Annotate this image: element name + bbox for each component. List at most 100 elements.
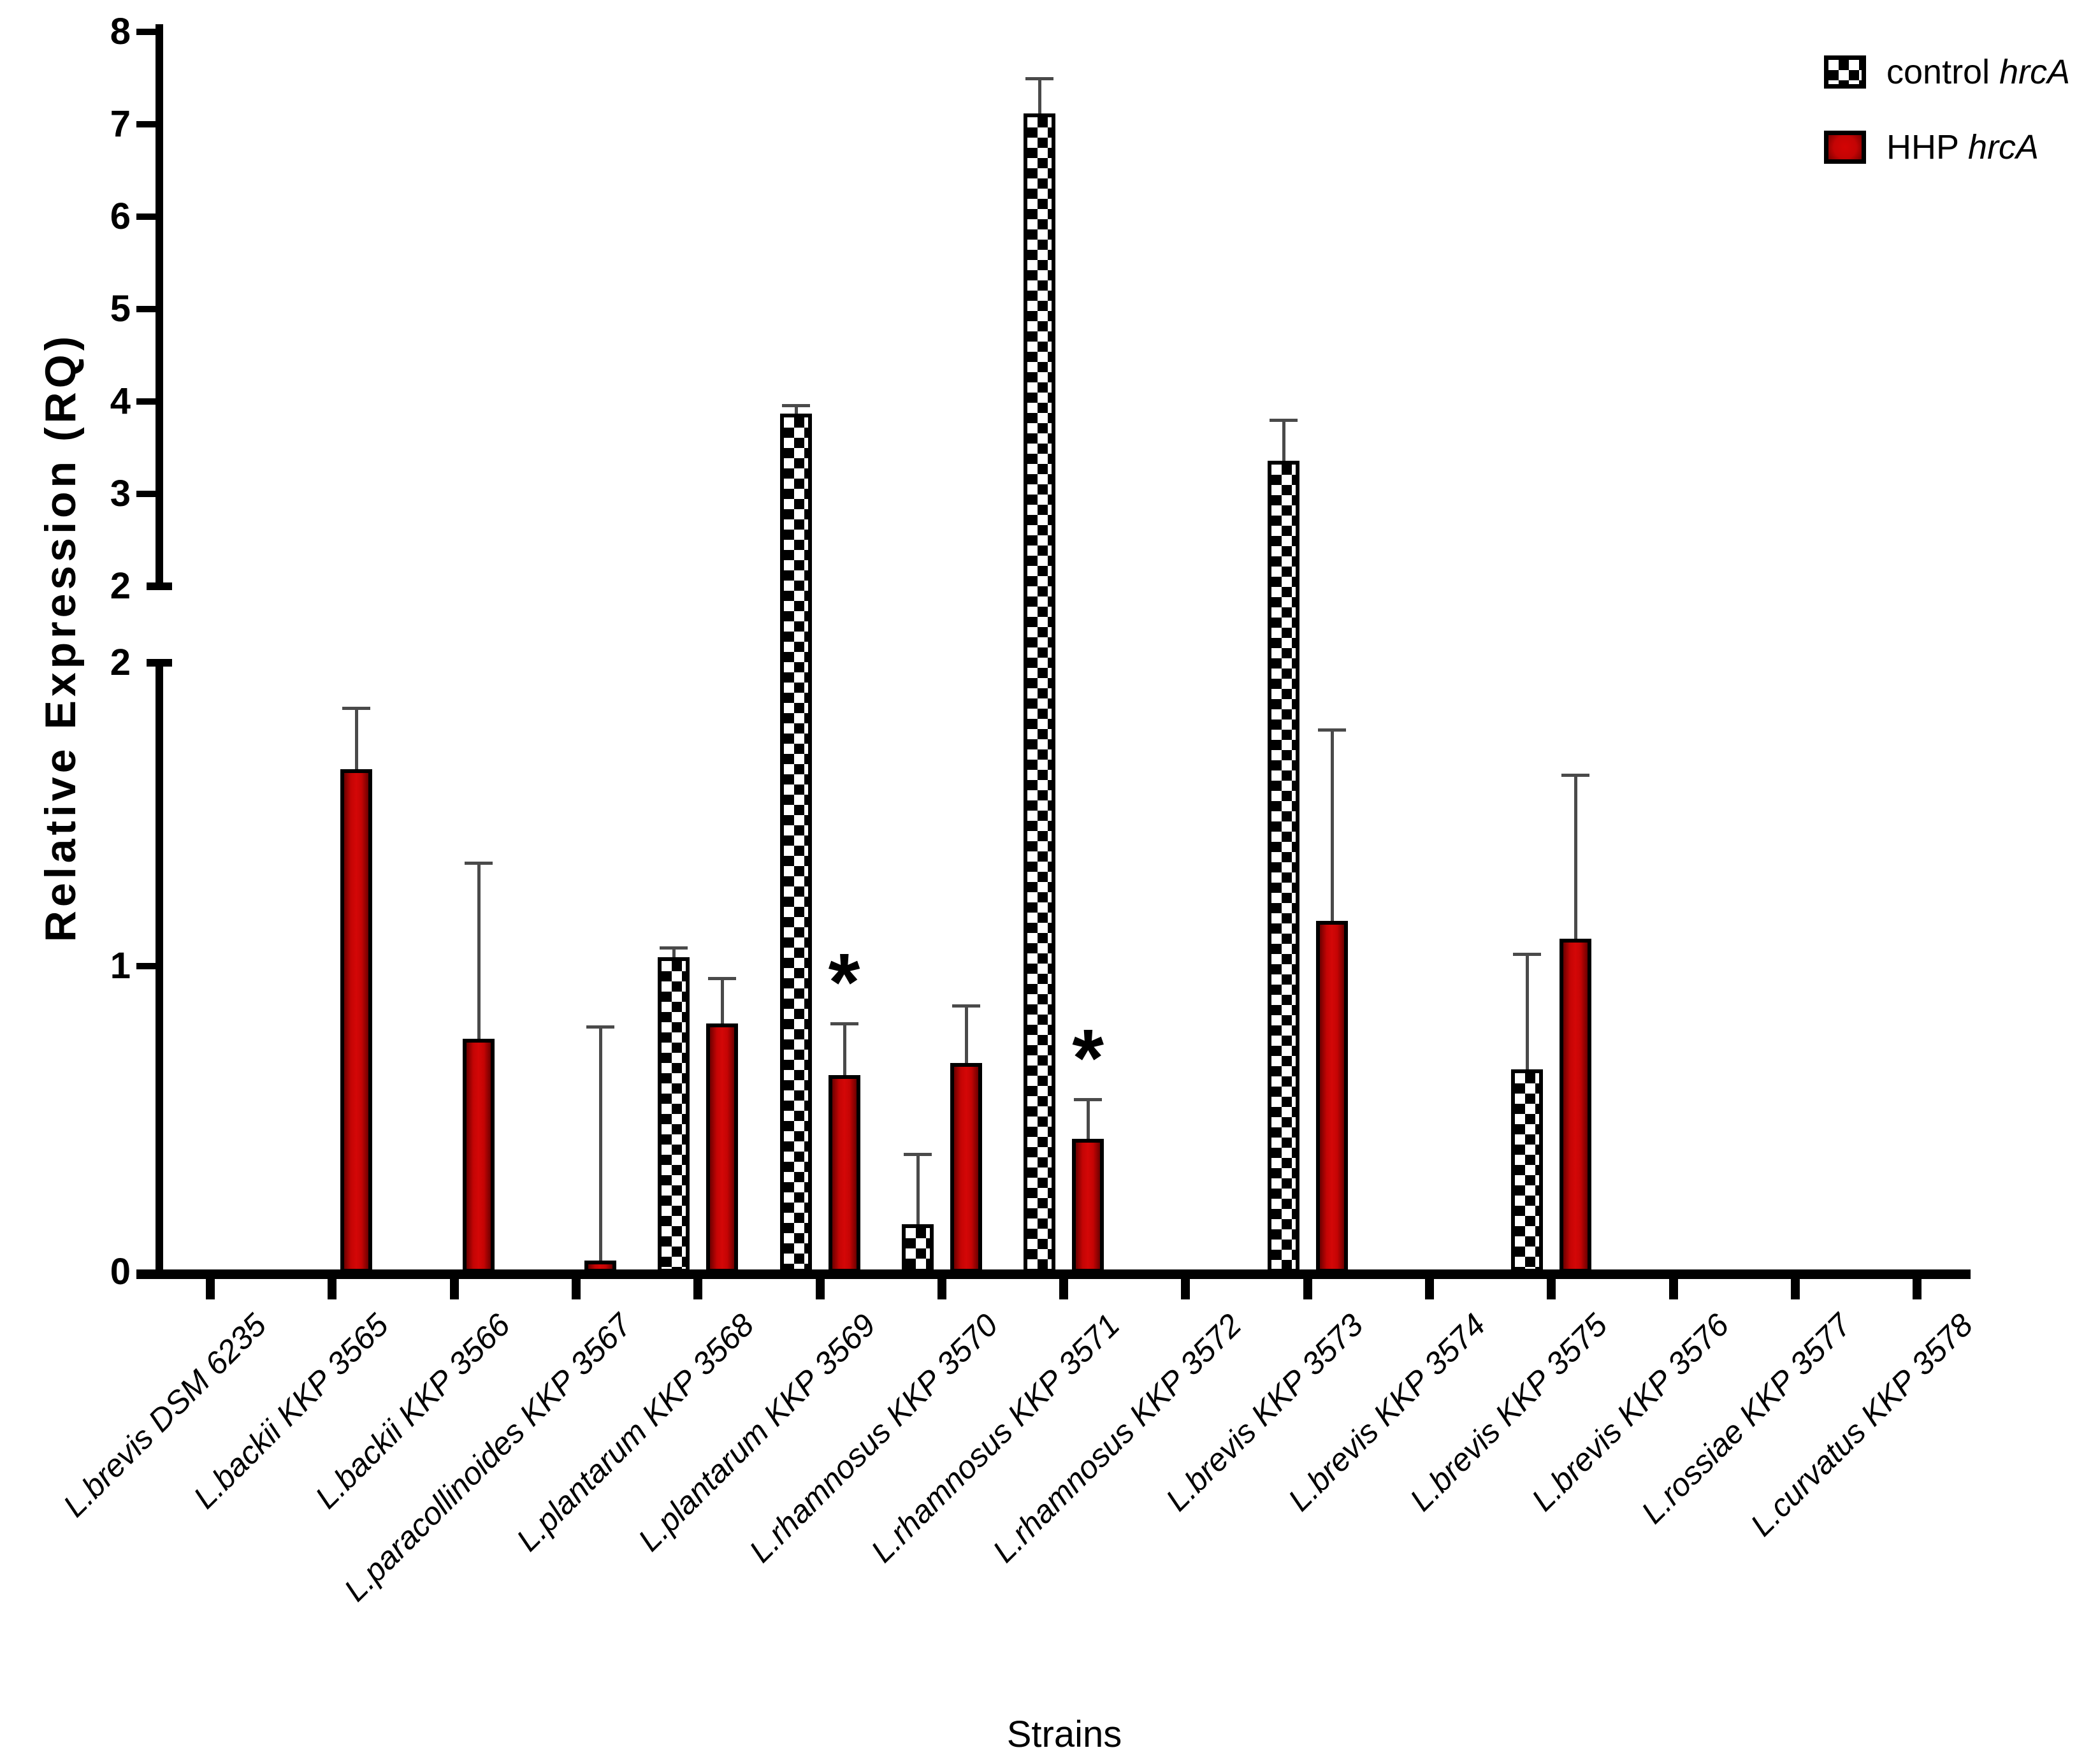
error-bar-cap — [1025, 76, 1054, 80]
x-tick-3 — [449, 1279, 459, 1299]
legend-label-hhp: HHP hrcA — [1886, 128, 2039, 166]
x-tick-label: L.curvatus KKP 3578 — [1744, 1306, 1980, 1544]
error-bar-line — [1574, 775, 1578, 948]
y-tick-label-upper-5: 5 — [110, 288, 131, 329]
y-tick-upper-7 — [136, 121, 156, 127]
x-tick-14 — [1790, 1279, 1800, 1299]
y-tick-lower-1 — [136, 963, 156, 969]
x-tick-6 — [815, 1279, 825, 1299]
error-bar-line — [964, 1005, 968, 1073]
x-axis-title: Strains — [1006, 1714, 1122, 1755]
x-tick-1 — [206, 1279, 215, 1299]
significance-asterisk: * — [828, 937, 860, 1029]
y-axis-lower-segment — [156, 659, 163, 1279]
error-bar-line — [1038, 78, 1042, 122]
x-tick-label: L.rhamnosus KKP 3571 — [864, 1306, 1127, 1570]
error-bar-cap — [586, 1025, 614, 1029]
bar-hhp-5 — [706, 1023, 739, 1273]
y-tick-label-lower-0: 0 — [110, 1251, 131, 1292]
x-tick-2 — [328, 1279, 337, 1299]
error-bar-line — [1087, 1099, 1090, 1148]
error-bar-line — [843, 1023, 846, 1085]
y-tick-label-lower-1: 1 — [110, 945, 131, 987]
x-tick-label: L.plantarum KKP 3569 — [631, 1306, 883, 1558]
bar-control-7 — [901, 1224, 934, 1273]
bar-hhp-10 — [1315, 920, 1348, 1273]
y-tick-label-lower-2: 2 — [110, 642, 131, 683]
y-tick-upper-8 — [136, 29, 156, 35]
error-bar-line — [1526, 953, 1530, 1078]
x-tick-12 — [1547, 1279, 1556, 1299]
bar-hhp-7 — [950, 1063, 982, 1273]
bar-control-5 — [658, 957, 690, 1273]
x-tick-label: L.rhamnosus KKP 3572 — [985, 1306, 1248, 1570]
y-axis-upper-segment — [156, 24, 163, 590]
y-tick-upper-6 — [136, 213, 156, 220]
error-bar-line — [1282, 420, 1285, 470]
x-tick-label: L.rhamnosus KKP 3570 — [742, 1306, 1005, 1570]
y-tick-upper-4 — [136, 398, 156, 405]
error-bar-cap — [1513, 952, 1542, 956]
error-bar-cap — [781, 403, 810, 407]
y-tick-label-upper-7: 7 — [110, 103, 131, 145]
bar-hhp-6 — [828, 1075, 860, 1273]
error-bar-cap — [464, 862, 493, 865]
legend-item-control: control hrcA — [1824, 52, 2070, 92]
x-tick-5 — [693, 1279, 703, 1299]
error-bar-cap — [1317, 728, 1346, 732]
bar-hhp-8 — [1072, 1139, 1104, 1273]
error-bar-cap — [1561, 774, 1590, 777]
bar-hhp-12 — [1560, 939, 1592, 1273]
x-tick-label: L.brevis DSM 6235 — [56, 1306, 273, 1524]
y-tick-label-upper-3: 3 — [110, 473, 131, 514]
y-tick-label-upper-4: 4 — [110, 380, 131, 422]
y-tick-label-upper-6: 6 — [110, 196, 131, 237]
error-bar-cap — [1269, 419, 1298, 422]
bar-control-12 — [1511, 1069, 1544, 1273]
x-tick-9 — [1181, 1279, 1190, 1299]
y-axis-lower-break-cap — [147, 659, 172, 667]
x-tick-13 — [1668, 1279, 1678, 1299]
error-bar-cap — [830, 1022, 858, 1026]
error-bar-line — [477, 863, 481, 1048]
error-bar-line — [721, 978, 725, 1033]
error-bar-cap — [342, 707, 371, 711]
error-bar-line — [598, 1027, 602, 1269]
error-bar-line — [672, 948, 676, 966]
legend: control hrcA HHP hrcA — [1824, 52, 2070, 203]
bar-control-8 — [1024, 113, 1056, 1273]
bar-control-10 — [1267, 460, 1299, 1273]
bar-hhp-2 — [340, 769, 373, 1273]
bar-control-6 — [779, 413, 812, 1273]
legend-item-hhp: HHP hrcA — [1824, 127, 2070, 167]
error-bar-cap — [1074, 1098, 1103, 1102]
x-tick-7 — [937, 1279, 946, 1299]
legend-label-control: control hrcA — [1886, 53, 2071, 91]
x-tick-label: L.rossiae KKP 3577 — [1634, 1306, 1858, 1531]
error-bar-line — [355, 708, 359, 778]
checkerboard-swatch-icon — [1824, 55, 1866, 89]
error-bar-cap — [903, 1153, 932, 1157]
red-swatch-icon — [1824, 131, 1866, 164]
error-bar-line — [1330, 729, 1334, 930]
x-tick-label: L.plantarum KKP 3568 — [509, 1306, 761, 1558]
x-tick-4 — [571, 1279, 581, 1299]
y-tick-label-upper-2: 2 — [110, 565, 131, 607]
y-axis-title: Relative Expression (RQ) — [36, 332, 85, 943]
y-tick-upper-3 — [136, 491, 156, 497]
bar-hhp-3 — [462, 1039, 495, 1273]
error-bar-cap — [952, 1004, 980, 1008]
x-tick-10 — [1303, 1279, 1312, 1299]
y-tick-label-upper-8: 8 — [110, 11, 131, 52]
significance-asterisk: * — [1072, 1013, 1104, 1104]
bar-hhp-4 — [584, 1260, 616, 1273]
error-bar-line — [916, 1154, 920, 1233]
y-axis-upper-break-cap — [147, 582, 172, 590]
y-tick-upper-5 — [136, 306, 156, 312]
x-tick-15 — [1913, 1279, 1922, 1299]
x-tick-8 — [1059, 1279, 1069, 1299]
x-tick-11 — [1425, 1279, 1434, 1299]
error-bar-cap — [660, 946, 688, 950]
error-bar-cap — [708, 977, 737, 981]
